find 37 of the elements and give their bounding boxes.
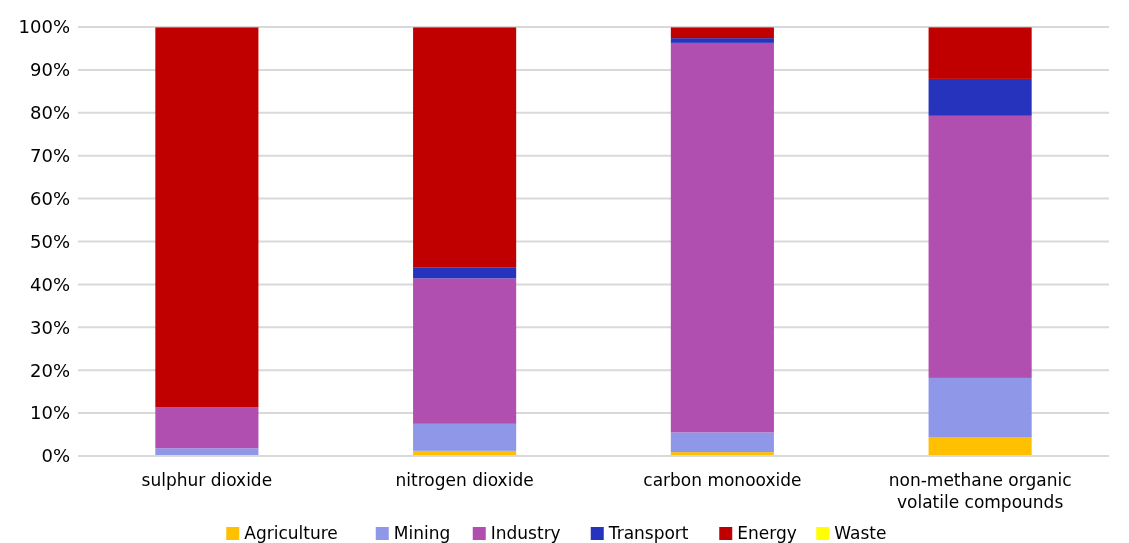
- legend-label: Transport: [607, 523, 689, 543]
- y-tick-label: 10%: [29, 402, 70, 424]
- bar: [928, 437, 1032, 456]
- y-tick-label: 60%: [29, 187, 70, 209]
- y-tick-label: 100%: [18, 16, 70, 38]
- bar: [413, 278, 517, 424]
- y-tick-label: 90%: [29, 59, 70, 81]
- bar: [670, 432, 774, 453]
- y-tick-label: 80%: [29, 102, 70, 124]
- y-tick-label: 70%: [29, 145, 70, 166]
- x-tick-label: nitrogen dioxide: [395, 470, 534, 490]
- bar: [670, 42, 774, 433]
- bar: [413, 27, 517, 268]
- bar: [670, 27, 774, 39]
- x-tick-label: non-methane organic volatile compounds: [888, 470, 1072, 512]
- bar: [928, 27, 1032, 79]
- bar: [155, 448, 259, 456]
- legend-label: Mining: [393, 523, 451, 543]
- bar: [155, 27, 259, 408]
- bar: [413, 267, 517, 279]
- y-tick-label: 0%: [41, 445, 70, 467]
- legend-label: Waste: [834, 523, 887, 543]
- legend-label: Agriculture: [244, 523, 338, 543]
- y-tick-label: 20%: [29, 359, 70, 381]
- bar: [928, 377, 1032, 438]
- bar: [413, 423, 517, 451]
- bar: [670, 38, 774, 43]
- x-tick-label: sulphur dioxide: [141, 470, 273, 490]
- bar: [928, 78, 1032, 116]
- legend-label: Energy: [737, 523, 797, 543]
- y-tick-label: 30%: [29, 316, 70, 338]
- y-tick-label: 40%: [29, 273, 70, 295]
- y-tick-label: 50%: [29, 230, 70, 252]
- legend-label: Industry: [490, 523, 561, 543]
- x-tick-label: carbon monooxide: [643, 470, 802, 490]
- bar: [155, 407, 259, 449]
- bar: [928, 115, 1032, 378]
